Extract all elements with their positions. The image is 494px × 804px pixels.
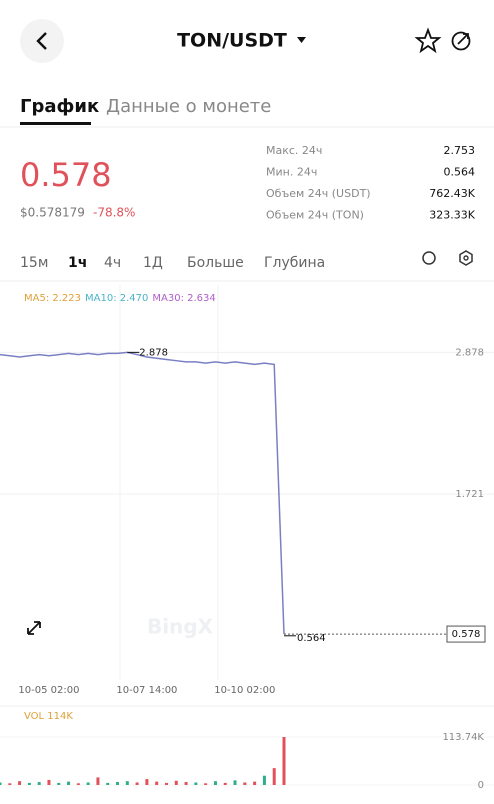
volume-bar: [253, 781, 257, 785]
back-icon: [36, 32, 47, 50]
y-tick-label: 1.721: [455, 489, 484, 500]
pair-title[interactable]: TON/USDT: [177, 30, 287, 52]
volume-bar: [282, 737, 286, 785]
stat-label: Объем 24ч (USDT): [266, 187, 371, 200]
dropdown-icon[interactable]: [297, 37, 306, 43]
volume-bar: [96, 777, 100, 785]
share-icon[interactable]: [451, 31, 471, 51]
x-tick-label: 10-10 02:00: [214, 685, 275, 696]
interval-bar: 15м 1ч 4ч 1Д Больше Глубина: [20, 255, 325, 271]
ma-legend: MA5: 2.223: [24, 293, 81, 304]
stat-label: Макс. 24ч: [266, 144, 322, 157]
favorite-icon[interactable]: [414, 27, 442, 54]
usd-price: $0.578179: [20, 206, 85, 220]
stat-value: 0.564: [444, 166, 476, 179]
tab-underline: [20, 122, 91, 125]
y-tick-label: 2.878: [455, 347, 484, 358]
interval[interactable]: 1Д: [143, 255, 163, 271]
stat-label: Мин. 24ч: [266, 166, 317, 179]
x-tick-label: 10-07 14:00: [116, 685, 177, 696]
x-tick-label: 10-05 02:00: [18, 685, 79, 696]
tab-active[interactable]: График: [20, 96, 99, 117]
volume-bar: [125, 781, 129, 785]
volume-bar: [86, 782, 90, 785]
volume-bar: [272, 768, 276, 785]
volume-bar: [223, 782, 227, 785]
volume-bar: [0, 782, 2, 785]
settings-icon[interactable]: [459, 250, 473, 266]
volume-bar: [262, 775, 266, 785]
interval[interactable]: 4ч: [104, 255, 121, 271]
volume-tick-label: 0: [478, 780, 484, 791]
low-label: 0.564: [297, 633, 326, 644]
volume-bar: [243, 782, 247, 785]
volume-bar: [57, 782, 61, 785]
interval[interactable]: 15м: [20, 255, 48, 271]
interval[interactable]: 1ч: [68, 255, 87, 271]
stats: Макс. 24ч 2.753 Мин. 24ч 0.564 Объем 24ч (US…: [266, 144, 476, 222]
chart: MA5: 2.223 MA10: 2.470 MA30: 2.634 2.878 1.7…: [0, 285, 494, 791]
volume-label: VOL 114K: [24, 711, 73, 722]
stat-value: 2.753: [444, 144, 476, 157]
interval[interactable]: Больше: [187, 255, 244, 271]
current-tag: [446, 625, 486, 643]
volume-bar: [174, 780, 178, 785]
volume-bar: [27, 782, 31, 785]
volume-bar: [116, 782, 120, 785]
volume-bar: [47, 779, 51, 785]
ma-legend: MA10: 2.470: [85, 293, 148, 304]
volume-bar: [37, 782, 41, 785]
volume-bar: [67, 781, 71, 785]
tab[interactable]: Данные о монете: [106, 96, 271, 117]
fullscreen-icon[interactable]: [27, 621, 41, 635]
current-label: 0.578: [452, 629, 481, 640]
volume-bar: [76, 783, 80, 785]
volume-bar: [106, 782, 110, 785]
price-line: [0, 351, 285, 635]
volume-bar: [184, 782, 188, 785]
volume-bar: [194, 782, 198, 785]
ma-legend: MA30: 2.634: [152, 293, 215, 304]
price-change: -78.8%: [93, 206, 135, 220]
volume-bar: [135, 782, 139, 785]
watermark: BingX: [147, 615, 214, 639]
volume-bar: [233, 780, 237, 785]
volume-bar: [18, 781, 22, 785]
interval[interactable]: Глубина: [264, 255, 325, 271]
stat-value: 323.33K: [429, 209, 475, 222]
share-arrow: [457, 33, 469, 45]
volume-bar: [145, 779, 149, 785]
last-price: 0.578: [20, 156, 112, 194]
volume-tick-label: 113.74K: [442, 732, 484, 743]
volume-bar: [8, 783, 12, 785]
volume-bar: [204, 783, 208, 785]
settings-dot: [463, 255, 469, 261]
stat-value: 762.43K: [429, 187, 475, 200]
volume-bar: [155, 781, 159, 785]
back-button[interactable]: [20, 19, 64, 63]
stat-label: Объем 24ч (TON): [266, 209, 364, 222]
volume-bar: [164, 782, 168, 785]
high-label: 2.878: [139, 347, 168, 358]
indicator-icon[interactable]: [422, 251, 436, 265]
volume-bar: [213, 781, 217, 785]
